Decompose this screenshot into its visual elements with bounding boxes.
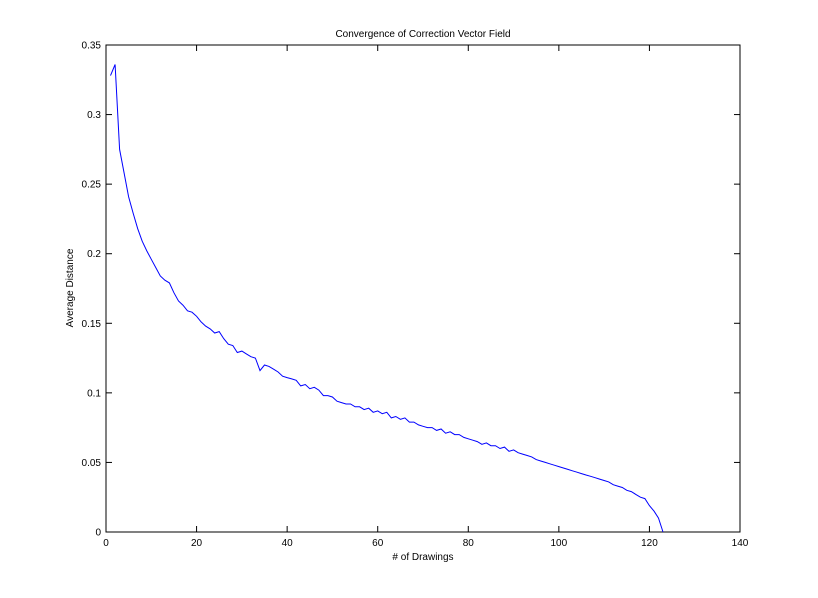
y-tick-label: 0.15 — [82, 319, 102, 330]
x-axis-label: # of Drawings — [392, 552, 453, 563]
y-axis-ticks: 0 0.05 0.1 0.15 0.2 0.25 0.3 0.35 — [82, 41, 740, 539]
y-tick-label: 0.3 — [87, 110, 101, 121]
x-tick-label: 60 — [372, 538, 384, 549]
y-tick-label: 0.2 — [87, 249, 101, 260]
y-tick-label: 0 — [95, 528, 101, 539]
y-tick-label: 0.25 — [82, 180, 102, 191]
y-tick-label: 0.35 — [82, 41, 102, 52]
series-line — [110, 64, 664, 533]
y-tick-label: 0.1 — [87, 388, 101, 399]
x-tick-label: 40 — [282, 538, 294, 549]
x-tick-label: 120 — [641, 538, 658, 549]
y-axis-label: Average Distance — [65, 248, 76, 327]
plot-area — [105, 44, 741, 533]
x-tick-label: 100 — [551, 538, 568, 549]
chart-title: Convergence of Correction Vector Field — [335, 29, 510, 40]
x-tick-label: 20 — [191, 538, 203, 549]
series-layer — [110, 64, 664, 533]
x-tick-label: 140 — [732, 538, 749, 549]
x-axis-ticks: 0 20 40 60 80 100 120 140 — [103, 45, 749, 549]
y-tick-label: 0.05 — [82, 458, 102, 469]
x-tick-label: 0 — [103, 538, 109, 549]
x-tick-label: 80 — [463, 538, 475, 549]
